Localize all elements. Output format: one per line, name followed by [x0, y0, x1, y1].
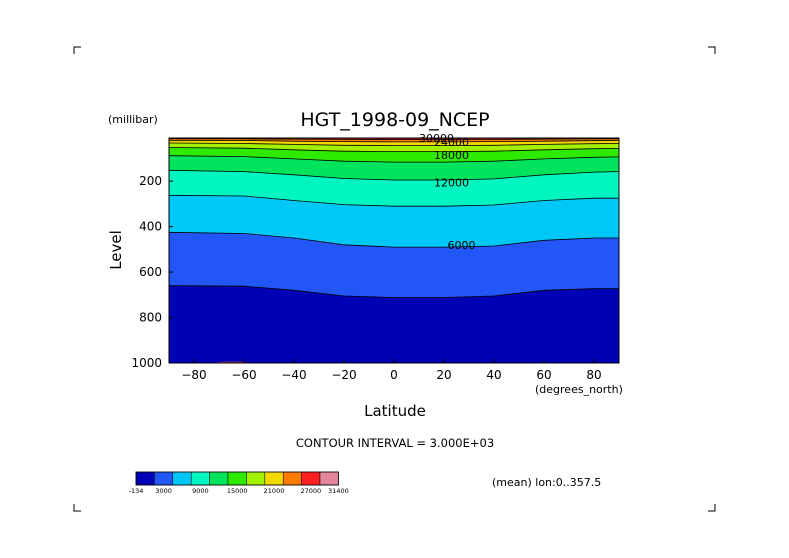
crop-mark-top-left	[73, 46, 81, 54]
colorbar-label: 3000	[155, 487, 172, 495]
colorbar-swatch	[246, 471, 266, 486]
x-tick-label: 20	[436, 368, 451, 382]
colorbar-swatch	[264, 471, 284, 486]
contour-label: 24000	[434, 136, 469, 149]
contour-line-15000	[169, 155, 619, 163]
contour-interval-text: CONTOUR INTERVAL = 3.000E+03	[296, 436, 494, 450]
contour-line-12000	[169, 169, 619, 181]
colorbar-swatch	[301, 471, 321, 486]
contour-label: 12000	[434, 176, 469, 189]
x-tick-label: 40	[486, 368, 501, 382]
contour-line-6000	[169, 231, 619, 248]
colorbar-label: 27000	[300, 487, 321, 495]
y-tick-label: 400	[139, 220, 162, 234]
y-unit-label: (millibar)	[108, 113, 158, 126]
crop-marks	[73, 46, 716, 512]
x-axis: −80 −60 −40 −20 0 20 40 60 80	[181, 359, 602, 382]
x-tick-label: −20	[331, 368, 356, 382]
x-tick-label: −80	[181, 368, 206, 382]
contour-line-24000	[169, 139, 619, 143]
colorbar-swatch	[319, 471, 339, 486]
crop-mark-top-right	[708, 46, 716, 54]
y-tick-label: 200	[139, 174, 162, 188]
colorbar-swatch	[154, 471, 174, 486]
x-tick-label: 60	[536, 368, 551, 382]
colorbar-label: 9000	[192, 487, 209, 495]
crop-mark-bottom-right	[708, 504, 716, 512]
x-tick-label: 80	[586, 368, 601, 382]
colorbar-label: 21000	[264, 487, 285, 495]
y-axis-label: Level	[107, 230, 125, 270]
contour-line-27000	[169, 138, 619, 140]
y-tick-label: 1000	[131, 356, 162, 370]
x-tick-label: −60	[231, 368, 256, 382]
colorbar-swatch	[209, 471, 229, 486]
contour-lines	[169, 138, 619, 298]
y-tick-label: 800	[139, 311, 162, 325]
contour-line-18000	[169, 147, 619, 152]
y-axis: 200 400 600 800 1000	[131, 174, 173, 370]
colorbar-swatch	[135, 471, 155, 486]
contour-fills	[169, 138, 619, 363]
y-tick-label: 600	[139, 265, 162, 279]
colorbar-label: 31400	[328, 487, 349, 495]
colorbar-swatch	[172, 471, 192, 486]
contour-label: 18000	[434, 149, 469, 162]
chart-title: HGT_1998-09_NCEP	[300, 109, 489, 131]
x-tick-label: 0	[390, 368, 398, 382]
colorbar-swatch	[190, 471, 210, 486]
contour-line-3000	[169, 285, 619, 298]
contour-label: 6000	[448, 239, 476, 252]
colorbar-label: 15000	[227, 487, 248, 495]
x-tick-label: −40	[281, 368, 306, 382]
colorbar-label: -134	[129, 487, 144, 495]
contour-line-9000	[169, 194, 619, 207]
colorbar-frame	[135, 471, 339, 486]
colorbar-swatch	[282, 471, 302, 486]
mean-text: (mean) lon:0..357.5	[492, 476, 601, 489]
contour-line-21000	[169, 142, 619, 146]
colorbar: -134 3000 9000 15000 21000 27000 31400	[129, 471, 349, 495]
x-axis-label: Latitude	[364, 402, 426, 420]
x-unit-label: (degrees_north)	[535, 383, 623, 396]
colorbar-swatch	[227, 471, 247, 486]
crop-mark-bottom-left	[73, 504, 81, 512]
